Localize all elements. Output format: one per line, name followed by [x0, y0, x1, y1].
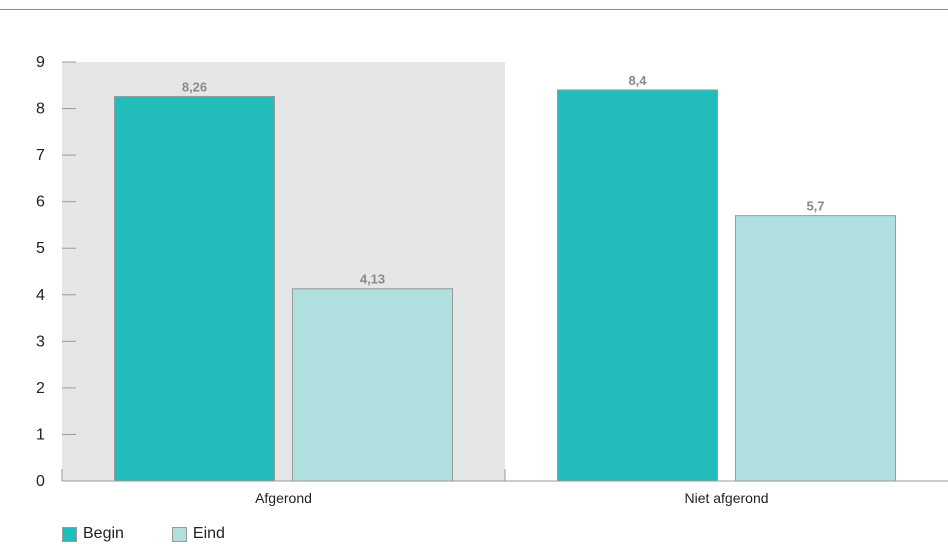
category-label: Niet afgerond: [684, 490, 768, 506]
y-tick-label: 0: [36, 473, 45, 490]
bar-begin-niet-afgerond: [557, 89, 718, 482]
top-rule: [0, 9, 948, 10]
legend-label-begin: Begin: [83, 525, 124, 542]
y-tick-label: 5: [36, 240, 45, 257]
legend: Begin Eind: [62, 524, 273, 544]
legend-item-eind: Eind: [171, 525, 225, 543]
y-tick-label: 9: [36, 54, 45, 71]
category-label: Afgerond: [255, 490, 312, 506]
bars: [114, 89, 896, 482]
data-label: 8,26: [182, 79, 207, 94]
y-axis: 0 1 2 3 4 5 6 7 8 9: [36, 54, 76, 490]
x-axis: [61, 469, 948, 482]
y-tick-label: 7: [36, 147, 45, 164]
legend-swatch-begin: [62, 526, 77, 542]
legend-label-eind: Eind: [192, 525, 225, 542]
y-tick-label: 1: [36, 426, 45, 443]
bar-begin-afgerond: [114, 95, 275, 482]
y-tick-label: 8: [36, 101, 45, 118]
data-labels: 8,26 4,13 8,4 5,7: [182, 73, 825, 287]
y-tick-label: 3: [36, 333, 45, 350]
y-tick-label: 4: [36, 287, 45, 304]
category-labels: Afgerond Niet afgerond: [255, 490, 768, 506]
legend-item-begin: Begin: [62, 525, 124, 543]
legend-swatch-eind: [171, 526, 187, 542]
bar-chart: 0 1 2 3 4 5 6 7 8 9 8,26 4,13 8,4 5,7 Afgerond Niet a…: [36, 54, 948, 506]
y-tick-label: 2: [36, 380, 45, 397]
bar-eind-niet-afgerond: [735, 215, 896, 482]
data-label: 8,4: [628, 73, 647, 88]
bar-eind-afgerond: [292, 288, 453, 482]
y-tick-label: 6: [36, 194, 45, 211]
data-label: 4,13: [360, 272, 385, 287]
data-label: 5,7: [806, 199, 824, 214]
